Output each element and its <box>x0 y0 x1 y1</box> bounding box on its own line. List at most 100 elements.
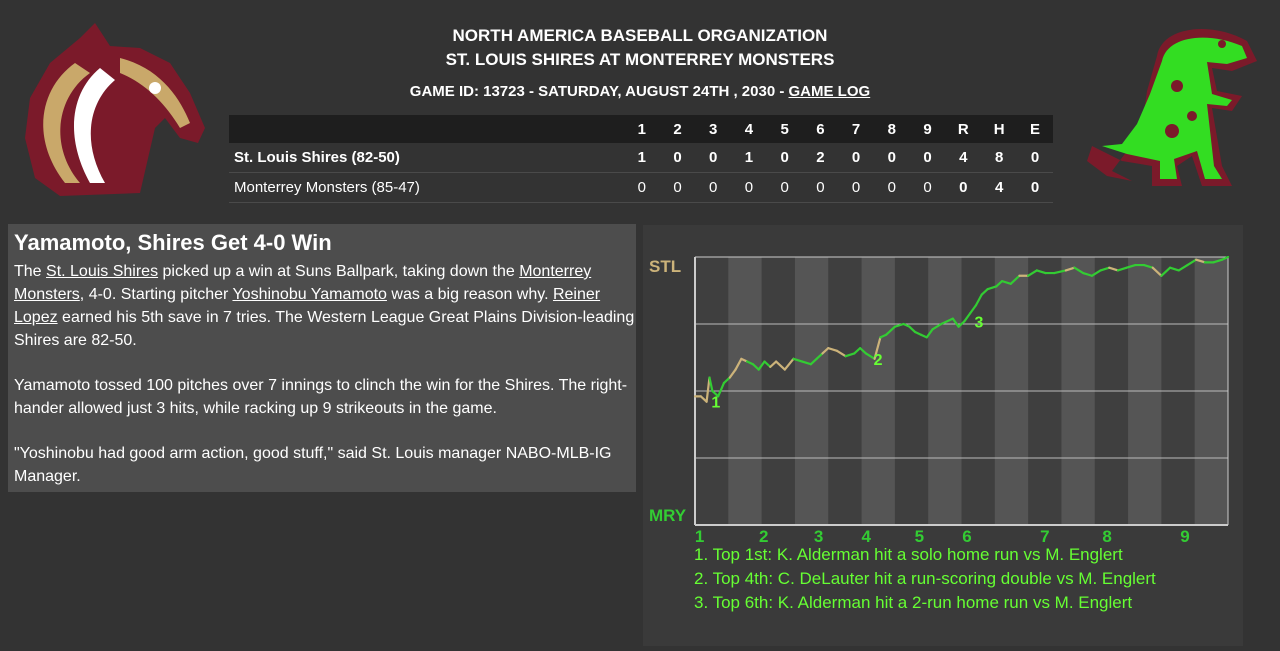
inning-3-header: 3 <box>695 115 732 143</box>
win-probability-segment <box>873 336 882 360</box>
annotation-2: 2. Top 4th: C. DeLauter hit a run-scorin… <box>694 569 1156 588</box>
win-probability-segment <box>1064 266 1076 272</box>
win-probability-segment <box>717 381 726 398</box>
home-inning-4: 0 <box>731 172 767 203</box>
win-probability-segment <box>995 280 1004 288</box>
matchup-title: ST. LOUIS SHIRES AT MONTERREY MONSTERS <box>445 50 835 69</box>
inning-7-header: 7 <box>838 115 874 143</box>
away-runs: 4 <box>945 143 982 173</box>
home-inning-7: 0 <box>838 172 874 203</box>
win-probability-segment <box>957 320 966 328</box>
inning-4-header: 4 <box>731 115 767 143</box>
linescore-table: 1 2 3 4 5 6 7 8 9 R H E St. Louis Shires… <box>229 115 1053 203</box>
win-probability-segment <box>1099 266 1111 272</box>
hits-header: H <box>981 115 1018 143</box>
win-probability-segment <box>925 328 934 339</box>
game-log-link[interactable]: GAME LOG <box>788 83 871 100</box>
stl-axis-label: STL <box>649 257 681 276</box>
win-probability-segment <box>853 347 862 355</box>
home-hits: 4 <box>981 172 1018 203</box>
story-text: , 4-0. Starting pitcher <box>79 286 233 303</box>
game-id-date: GAME ID: 13723 - SATURDAY, AUGUST 24TH ,… <box>409 83 789 100</box>
event-marker: 2 <box>874 352 883 369</box>
win-probability-segment <box>1108 266 1120 272</box>
home-errors: 0 <box>1017 172 1053 203</box>
win-probability-segment <box>931 322 943 331</box>
story-text: The <box>14 263 47 280</box>
win-probability-segment <box>974 293 983 307</box>
win-probability-segment <box>1035 269 1047 275</box>
event-marker: 3 <box>974 314 983 331</box>
win-probability-segment <box>1186 258 1198 267</box>
win-probability-segment <box>1142 263 1154 269</box>
win-probability-segment <box>783 357 795 371</box>
inning-6-header: 6 <box>802 115 839 143</box>
win-probability-segment <box>769 360 778 368</box>
win-probability-segment <box>1221 255 1230 261</box>
win-probability-segment <box>1027 269 1038 277</box>
win-probability-segment <box>1195 258 1206 264</box>
mry-axis-label: MRY <box>649 506 687 525</box>
x-tick-label: 3 <box>814 527 823 546</box>
annotation-1: 1. Top 1st: K. Alderman hit a solo home … <box>694 545 1123 564</box>
win-probability-segment <box>969 304 978 315</box>
win-probability-segment <box>951 317 960 328</box>
away-inning-8: 0 <box>873 143 910 173</box>
inning-2-header: 2 <box>659 115 696 143</box>
league-title: NORTH AMERICA BASEBALL ORGANIZATION <box>452 26 828 45</box>
team-column-header <box>229 115 624 143</box>
monsters-link[interactable]: Monterrey Monsters <box>14 263 592 303</box>
home-inning-6: 0 <box>802 172 839 203</box>
home-inning-8: 0 <box>873 172 910 203</box>
shires-link[interactable]: St. Louis Shires <box>46 263 159 280</box>
chart-annotations: 1. Top 1st: K. Alderman hit a solo home … <box>694 543 1254 615</box>
inning-9-header: 9 <box>909 115 946 143</box>
win-probability-segment <box>835 349 847 358</box>
away-hits: 8 <box>981 143 1018 173</box>
win-probability-segment <box>801 360 812 366</box>
win-probability-svg: STL MRY 1 2 3 4 5 6 7 8 9 1 2 3 <box>649 255 1230 546</box>
story-text: picked up a win at Suns Ballpark, taking… <box>158 263 520 280</box>
event-marker: 1 <box>711 395 720 412</box>
x-tick-label: 7 <box>1040 527 1049 546</box>
runs-header: R <box>945 115 982 143</box>
win-probability-segment <box>708 376 714 393</box>
away-inning-4: 1 <box>731 143 767 173</box>
lopez-link[interactable]: Reiner Lopez <box>14 286 601 326</box>
home-team-name: Monterrey Monsters (85-47) <box>229 172 624 203</box>
win-probability-segment <box>1212 258 1224 264</box>
story-headline: Yamamoto, Shires Get 4-0 Win <box>14 230 332 255</box>
story-paragraph-1: The St. Louis Shires picked up a win at … <box>14 260 636 352</box>
x-tick-label: 8 <box>1102 527 1111 546</box>
win-probability-segment <box>1073 266 1085 275</box>
game-info: GAME ID: 13723 - SATURDAY, AUGUST 24TH ,… <box>0 82 1280 102</box>
win-probability-segment <box>963 312 972 323</box>
story-text: was a big reason why. <box>386 286 553 303</box>
away-inning-2: 0 <box>659 143 696 173</box>
win-probability-segment <box>1125 263 1137 269</box>
game-header: NORTH AMERICA BASEBALL ORGANIZATION ST. … <box>0 24 1280 102</box>
x-tick-label: 9 <box>1180 527 1189 546</box>
win-probability-segment <box>734 357 743 371</box>
win-probability-segment <box>1160 266 1172 277</box>
story-paragraph-2: Yamamoto tossed 100 pitches over 7 innin… <box>14 377 628 417</box>
home-inning-9: 0 <box>909 172 946 203</box>
away-errors: 0 <box>1017 143 1053 173</box>
story-text: earned his 5th save in 7 tries. The West… <box>14 309 635 349</box>
home-inning-1: 0 <box>623 172 660 203</box>
win-probability-segment <box>728 368 737 379</box>
x-tick-label: 2 <box>759 527 768 546</box>
game-story: Yamamoto, Shires Get 4-0 Win The St. Lou… <box>8 224 636 492</box>
win-probability-segment <box>864 352 876 360</box>
x-tick-label: 6 <box>962 527 971 546</box>
home-team-row: Monterrey Monsters (85-47) 0 0 0 0 0 0 0… <box>229 172 1053 203</box>
home-runs: 0 <box>945 172 982 203</box>
win-probability-segment <box>763 360 772 368</box>
win-probability-segment <box>705 376 711 403</box>
win-probability-segment <box>821 347 830 355</box>
win-probability-segment <box>809 357 818 366</box>
yamamoto-link[interactable]: Yoshinobu Yamamoto <box>232 286 387 303</box>
win-probability-segment <box>844 352 856 358</box>
win-probability-segment <box>1168 266 1180 272</box>
linescore-header-row: 1 2 3 4 5 6 7 8 9 R H E <box>229 115 1053 143</box>
